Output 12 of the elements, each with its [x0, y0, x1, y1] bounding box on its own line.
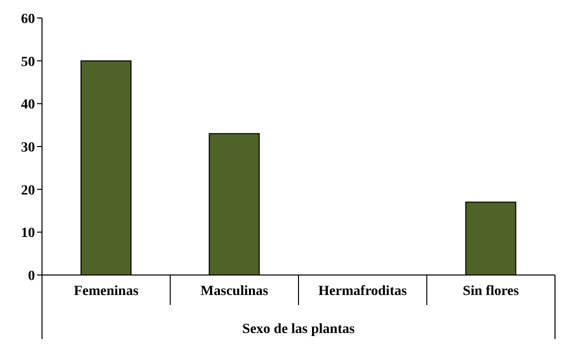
x-tick-label: Femeninas — [74, 284, 139, 299]
y-tick-label: 0 — [28, 268, 35, 284]
x-tick-label: Hermafroditas — [318, 284, 408, 299]
x-axis-title: Sexo de las plantas — [242, 322, 356, 337]
x-tick-label: Sin flores — [462, 284, 520, 299]
x-tick-label: Masculinas — [200, 284, 269, 299]
y-tick-label: 60 — [21, 12, 35, 27]
y-tick-label: 10 — [21, 226, 35, 242]
y-tick-label: 50 — [21, 54, 35, 70]
y-tick-label: 30 — [21, 140, 35, 156]
y-tick-label: 40 — [21, 98, 35, 113]
y-tick-label: 20 — [21, 183, 35, 198]
